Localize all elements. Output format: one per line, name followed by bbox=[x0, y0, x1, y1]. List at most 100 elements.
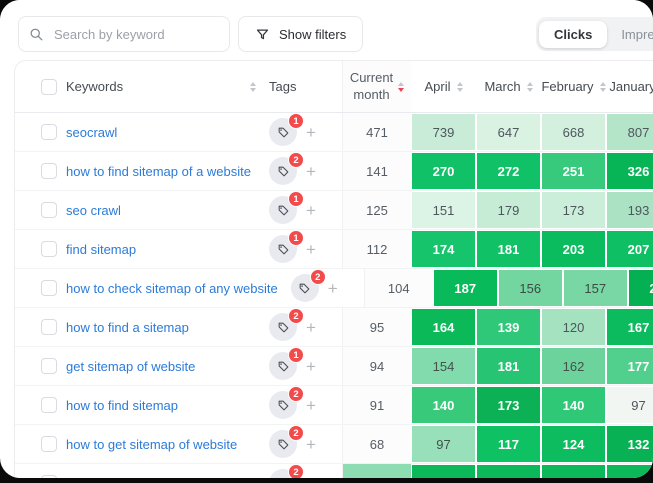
month-header-march: March bbox=[476, 61, 541, 112]
add-tag-button[interactable]: + bbox=[306, 317, 316, 337]
toolbar: Show filters Clicks Impressions bbox=[0, 0, 653, 60]
tag-chip[interactable]: 2 bbox=[269, 425, 304, 458]
row-checkbox[interactable] bbox=[41, 202, 57, 218]
month-cells: 140 173 140 97 bbox=[411, 386, 653, 424]
add-tag-button[interactable]: + bbox=[306, 239, 316, 259]
row-checkbox[interactable] bbox=[41, 397, 57, 413]
heatmap-cell: 647 bbox=[476, 113, 541, 151]
table-row: get sitemap of website 1 +94 154 181 162 177 bbox=[15, 347, 653, 386]
month-cells bbox=[411, 464, 653, 478]
keyword-link[interactable]: how to find sitemap bbox=[66, 397, 179, 413]
heatmap-cell: 156 bbox=[498, 269, 563, 307]
add-tag-button[interactable]: + bbox=[306, 161, 316, 181]
tag-chip[interactable]: 2 bbox=[269, 152, 304, 185]
tag-icon bbox=[277, 126, 290, 139]
row-checkbox[interactable] bbox=[41, 280, 57, 296]
keywords-column-header: Keywords bbox=[66, 79, 124, 94]
tag-chip[interactable]: 1 bbox=[269, 230, 304, 263]
add-tag-button[interactable]: + bbox=[306, 200, 316, 220]
month-column-headers: April March February January bbox=[411, 61, 653, 112]
current-month-sort-icon[interactable] bbox=[398, 81, 405, 92]
keyword-link[interactable]: how to check sitemap of any website bbox=[66, 280, 278, 296]
select-all-checkbox[interactable] bbox=[41, 78, 57, 95]
tag-icon bbox=[277, 477, 290, 479]
tag-chip[interactable]: 2 bbox=[269, 464, 304, 479]
heatmap-cell: 140 bbox=[411, 386, 476, 424]
add-tag-button[interactable]: + bbox=[306, 356, 316, 376]
heatmap-cell: 174 bbox=[411, 230, 476, 268]
tag-count-badge: 1 bbox=[288, 347, 304, 363]
show-filters-button[interactable]: Show filters bbox=[238, 16, 364, 52]
heatmap-cell bbox=[476, 464, 541, 478]
heatmap-cell bbox=[606, 464, 653, 478]
tag-icon bbox=[277, 204, 290, 217]
tag-chip[interactable]: 1 bbox=[269, 191, 304, 224]
tag-count-badge: 1 bbox=[288, 230, 304, 246]
heatmap-cell: 179 bbox=[476, 191, 541, 229]
add-tag-button[interactable]: + bbox=[306, 122, 316, 142]
row-checkbox[interactable] bbox=[41, 241, 57, 257]
table-row: how to find sitemap 2 +91 140 173 140 97 bbox=[15, 386, 653, 425]
keywords-table: Keywords Tags Current month April March Fe… bbox=[14, 60, 653, 478]
heatmap-cell: 251 bbox=[541, 152, 606, 190]
heatmap-cell: 97 bbox=[411, 425, 476, 463]
add-tag-button[interactable]: + bbox=[306, 475, 316, 479]
tag-chip[interactable]: 1 bbox=[269, 113, 304, 146]
row-checkbox[interactable] bbox=[41, 163, 57, 179]
heatmap-cell: 154 bbox=[411, 347, 476, 385]
month-cells: 270 272 251 326 bbox=[411, 152, 653, 190]
add-tag-button[interactable]: + bbox=[306, 434, 316, 454]
tag-chip[interactable]: 2 bbox=[269, 386, 304, 419]
keyword-link[interactable]: how to get sitemap of website bbox=[66, 436, 238, 452]
row-checkbox[interactable] bbox=[41, 358, 57, 374]
search-input[interactable] bbox=[52, 25, 219, 43]
row-checkbox[interactable] bbox=[41, 475, 57, 478]
keyword-link[interactable]: get sitemap of website bbox=[66, 358, 196, 374]
month-header-label: February bbox=[541, 79, 594, 94]
heatmap-cell: 151 bbox=[411, 191, 476, 229]
current-month-cell: 125 bbox=[342, 191, 411, 229]
add-tag-button[interactable]: + bbox=[306, 395, 316, 415]
heatmap-cell: 167 bbox=[606, 308, 653, 346]
tag-chip[interactable]: 1 bbox=[269, 347, 304, 380]
heatmap-cell: 132 bbox=[606, 425, 653, 463]
table-body: seocrawl 1 +471 739 647 668 807 how to find sit… bbox=[15, 113, 653, 478]
heatmap-cell: 164 bbox=[411, 308, 476, 346]
current-month-column-header[interactable]: Current month bbox=[343, 61, 411, 112]
heatmap-cell: 173 bbox=[541, 191, 606, 229]
table-row: how to find sitemap of a website 2 +141 270… bbox=[15, 152, 653, 191]
keywords-sort-icon[interactable] bbox=[250, 81, 256, 92]
tag-count-badge: 1 bbox=[288, 191, 304, 207]
row-checkbox[interactable] bbox=[41, 436, 57, 452]
keyword-link[interactable]: how to find sitemap of a website bbox=[66, 163, 251, 179]
tag-chip[interactable]: 2 bbox=[290, 269, 326, 302]
add-tag-button[interactable]: + bbox=[327, 278, 338, 298]
toggle-impressions[interactable]: Impressions bbox=[607, 21, 653, 48]
keyword-link[interactable]: seo crawl bbox=[66, 202, 121, 218]
tag-count-badge: 2 bbox=[288, 464, 304, 478]
keyword-link[interactable]: seocrawl bbox=[66, 124, 118, 140]
search-input-wrapper[interactable] bbox=[18, 16, 230, 52]
keyword-link[interactable]: how to find a sitemap bbox=[66, 319, 189, 335]
metric-toggle: Clicks Impressions bbox=[536, 17, 653, 51]
month-sort-icon[interactable] bbox=[526, 81, 533, 92]
row-checkbox[interactable] bbox=[41, 319, 57, 335]
month-sort-icon[interactable] bbox=[599, 81, 606, 92]
heatmap-cell: 124 bbox=[541, 425, 606, 463]
tag-chip[interactable]: 2 bbox=[269, 308, 304, 341]
table-row: how to check sitemap of any website 2 +104… bbox=[15, 269, 653, 308]
month-cells: 97 117 124 132 bbox=[411, 425, 653, 463]
tag-count-badge: 1 bbox=[288, 113, 304, 129]
heatmap-cell: 326 bbox=[606, 152, 653, 190]
toggle-clicks[interactable]: Clicks bbox=[539, 20, 608, 48]
tag-count-badge: 2 bbox=[288, 308, 304, 324]
row-checkbox[interactable] bbox=[41, 124, 57, 140]
heatmap-cell: 157 bbox=[563, 269, 628, 307]
keyword-link[interactable]: find sitemap bbox=[66, 241, 137, 257]
current-month-label-line2: month bbox=[353, 86, 390, 102]
tag-icon bbox=[277, 321, 290, 334]
month-sort-icon[interactable] bbox=[456, 81, 463, 92]
heatmap-cell: 220 bbox=[628, 269, 653, 307]
heatmap-cell bbox=[411, 464, 476, 478]
heatmap-cell: 140 bbox=[541, 386, 606, 424]
